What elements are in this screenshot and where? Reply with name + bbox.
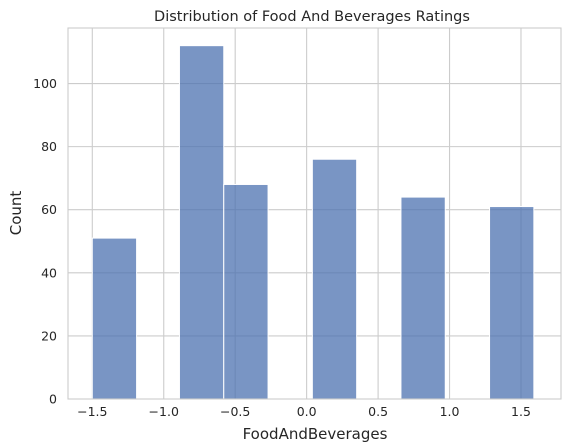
plot-frame <box>67 27 562 400</box>
chart-title: Distribution of Food And Beverages Ratin… <box>154 9 470 25</box>
histogram-bar <box>223 183 269 400</box>
x-tick-label: −1.5 <box>77 404 107 419</box>
y-axis-ticks: 0 20 40 60 80 100 <box>33 76 57 406</box>
y-axis-label: Count <box>7 191 25 236</box>
bars <box>91 45 535 400</box>
x-tick-label: 0.5 <box>368 404 388 419</box>
y-tick-label: 60 <box>41 202 57 217</box>
y-tick-label: 100 <box>33 76 57 91</box>
y-tick-label: 40 <box>41 265 57 280</box>
y-tick-label: 0 <box>49 392 57 407</box>
histogram-bar <box>311 158 358 400</box>
x-tick-label: 1.5 <box>511 404 531 419</box>
x-tick-label: −1.0 <box>149 404 179 419</box>
x-tick-label: 0.0 <box>297 404 317 419</box>
y-tick-label: 20 <box>41 328 57 343</box>
histogram-bar <box>400 196 446 400</box>
x-tick-label: 1.0 <box>440 404 460 419</box>
histogram-bar <box>489 206 535 400</box>
grid <box>68 28 561 400</box>
x-axis-ticks: −1.5 −1.0 −0.5 0.0 0.5 1.0 1.5 <box>77 404 531 419</box>
histogram-bar <box>91 237 138 400</box>
histogram-bar <box>178 45 225 400</box>
x-tick-label: −0.5 <box>220 404 250 419</box>
y-tick-label: 80 <box>41 139 57 154</box>
x-axis-label: FoodAndBeverages <box>243 425 388 443</box>
